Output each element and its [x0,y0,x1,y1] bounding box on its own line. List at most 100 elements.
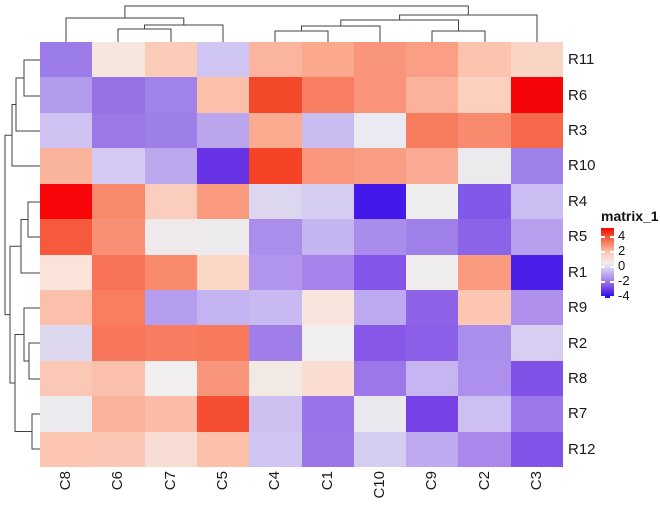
heatmap-cell [40,325,92,361]
heatmap-cell [145,396,197,432]
heatmap-cell [302,113,354,148]
row-label: R9 [568,299,588,317]
row-label: R10 [568,157,596,175]
heatmap-cell [249,148,302,184]
col-label: C4 [266,471,284,491]
heatmap-cell [145,255,197,290]
heatmap-cell [197,148,249,184]
heatmap-cell [40,432,92,467]
heatmap-cell [354,113,406,148]
heatmap-cell [249,184,302,219]
heatmap-cell [406,432,458,467]
heatmap-cell [354,396,406,432]
col-label: C10 [370,471,388,499]
heatmap-cell [354,290,406,325]
heatmap-cell [406,361,458,396]
heatmap-cell [511,42,563,77]
row-label: R5 [568,228,588,246]
heatmap-cell [197,325,249,361]
col-label: C8 [57,471,75,491]
row-label: R4 [568,192,588,210]
legend-tick-label: 2 [618,243,626,259]
heatmap-cell [249,361,302,396]
heatmap-cell [249,396,302,432]
heatmap-cell [302,148,354,184]
heatmap-cell [197,361,249,396]
heatmap-cell [145,219,197,255]
heatmap-cell [40,77,92,113]
heatmap-cell [406,113,458,148]
heatmap-cell [145,432,197,467]
heatmap-cell [249,255,302,290]
heatmap-cell [92,432,145,467]
heatmap-cell [354,184,406,219]
heatmap-cell [354,255,406,290]
row-label: R2 [568,334,588,352]
heatmap-cell [511,396,563,432]
heatmap-cell [145,184,197,219]
heatmap-cell [458,361,511,396]
col-label: C1 [318,471,336,491]
heatmap-cell [249,42,302,77]
legend-tick-mark [610,235,614,238]
heatmap-cell [197,219,249,255]
legend-tick-label: -4 [618,287,630,303]
heatmap-cell [406,290,458,325]
heatmap-cell [302,219,354,255]
legend-title: matrix_1 [601,208,659,224]
row-label: R11 [568,51,595,69]
heatmap-cell [197,255,249,290]
heatmap-cell [511,219,563,255]
heatmap-cell [92,290,145,325]
heatmap-cell [197,77,249,113]
heatmap-cell [145,325,197,361]
row-label: R7 [568,405,588,423]
heatmap-cell [511,77,563,113]
heatmap-cell [92,325,145,361]
heatmap-cell [40,42,92,77]
heatmap-cell [145,361,197,396]
col-label: C7 [161,471,179,491]
heatmap-cell [511,432,563,467]
heatmap-cell [249,290,302,325]
heatmap-cell [92,255,145,290]
heatmap-cell [511,148,563,184]
heatmap-cell [145,77,197,113]
heatmap-cell [249,325,302,361]
heatmap-cell [458,325,511,361]
row-label: R12 [568,440,596,458]
heatmap-cell [511,113,563,148]
legend-tick-label: 0 [618,257,626,273]
legend-tick-mark [601,295,605,298]
row-label: R3 [568,122,588,140]
heatmap-cell [354,325,406,361]
heatmap-cell [145,148,197,184]
heatmap-cell [197,113,249,148]
heatmap-cell [302,361,354,396]
heatmap-cell [249,113,302,148]
heatmap-cell [302,77,354,113]
legend-colorbar [601,228,614,298]
heatmap-cell [511,361,563,396]
heatmap-cell [40,148,92,184]
heatmap-cell [458,290,511,325]
heatmap-cell [406,184,458,219]
heatmap-cell [354,77,406,113]
heatmap-cell [40,219,92,255]
heatmap-cell [458,255,511,290]
heatmap-cell [406,219,458,255]
heatmap-cell [40,396,92,432]
heatmap-cell [458,396,511,432]
heatmap-cell [458,432,511,467]
heatmap-cell [92,396,145,432]
heatmap-cell [92,148,145,184]
heatmap-cell [92,184,145,219]
heatmap-cell [197,432,249,467]
heatmap-cell [458,77,511,113]
row-label: R8 [568,369,588,387]
heatmap-cell [92,361,145,396]
heatmap-cell [249,77,302,113]
heatmap-cell [354,432,406,467]
heatmap-cell [40,255,92,290]
col-label: C3 [527,471,545,491]
